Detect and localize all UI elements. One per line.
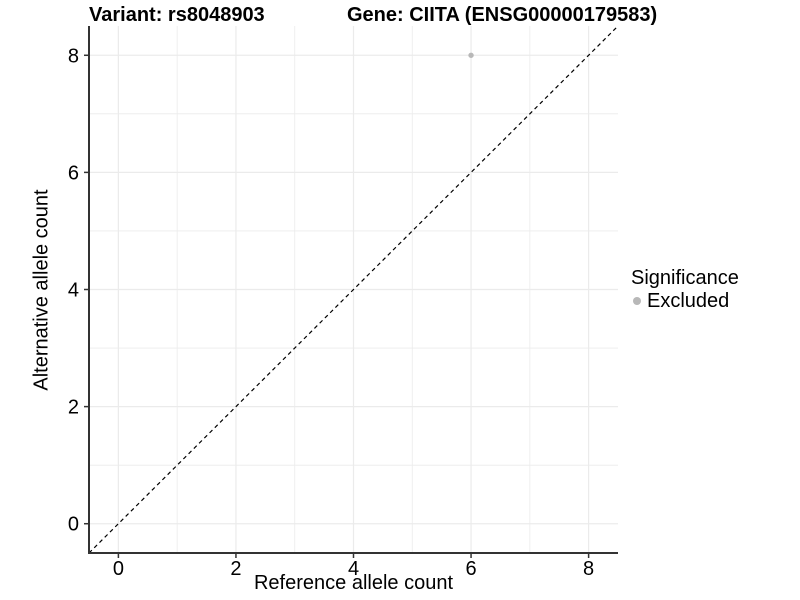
legend-title: Significance bbox=[631, 267, 739, 289]
x-tick-label: 4 bbox=[348, 558, 359, 580]
x-axis-title: Reference allele count bbox=[253, 572, 453, 594]
identity-dashed-line bbox=[88, 25, 619, 554]
plot-title-gene: Gene: CIITA (ENSG00000179583) bbox=[347, 4, 658, 26]
x-tick-label: 6 bbox=[465, 558, 476, 580]
y-tick-label: 8 bbox=[68, 45, 79, 67]
x-tick-label: 2 bbox=[230, 558, 241, 580]
y-tick-label: 2 bbox=[68, 397, 79, 419]
x-tick-label: 0 bbox=[113, 558, 124, 580]
legend-key-dot-icon bbox=[633, 297, 641, 305]
y-tick-label: 0 bbox=[68, 514, 79, 536]
legend: Significance Excluded bbox=[631, 266, 739, 312]
legend-entry-label: Excluded bbox=[647, 290, 730, 312]
data-point-excluded bbox=[468, 52, 474, 58]
x-tick-label: 8 bbox=[583, 558, 594, 580]
legend-entry-excluded: Excluded bbox=[631, 290, 739, 312]
y-axis-title: Alternative allele count bbox=[30, 189, 53, 391]
plot-title-variant: Variant: rs8048903 bbox=[89, 4, 265, 26]
y-tick-label: 4 bbox=[68, 280, 79, 302]
y-tick-label: 6 bbox=[68, 162, 79, 184]
